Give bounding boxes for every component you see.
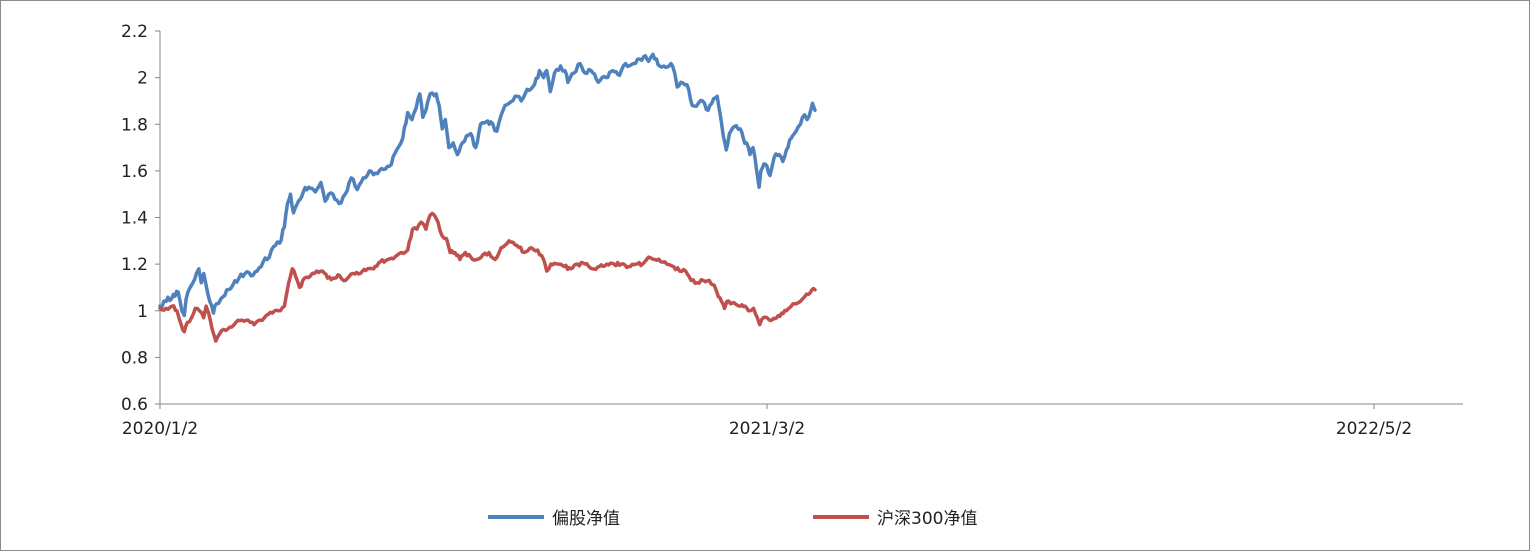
y-tick-label: 2.2: [121, 22, 148, 42]
series-layer: [158, 52, 817, 343]
y-tick-label: 0.6: [121, 395, 148, 415]
series-line-1: [158, 52, 817, 318]
series-line-2: [158, 211, 817, 343]
axes: [155, 30, 1463, 409]
tick-labels: 0.6 0.8 1 1.2 1.4 1.6 1.8 2 2.2 2020/1/2 2021/3/2 2…: [121, 22, 1412, 439]
legend-swatch-series-1: [488, 514, 544, 519]
x-tick-label: 2020/1/2: [122, 419, 198, 439]
legend-item-series-1: 偏股净值: [488, 504, 620, 529]
y-tick-label: 1.2: [121, 255, 148, 275]
legend-swatch-series-2: [813, 514, 869, 519]
legend-label-series-2: 沪深300净值: [877, 509, 978, 529]
y-tick-label: 1.8: [121, 115, 148, 135]
y-tick-label: 1.4: [121, 209, 148, 229]
x-tick-label: 2022/5/2: [1336, 419, 1412, 439]
x-tick-label: 2021/3/2: [729, 419, 805, 439]
y-tick-label: 1.6: [121, 162, 148, 182]
y-tick-label: 0.8: [121, 348, 148, 368]
legend-item-series-2: 沪深300净值: [813, 504, 977, 529]
y-tick-label: 1: [137, 302, 148, 322]
legend-label-series-1: 偏股净值: [552, 509, 620, 529]
y-tick-label: 2: [137, 69, 148, 89]
